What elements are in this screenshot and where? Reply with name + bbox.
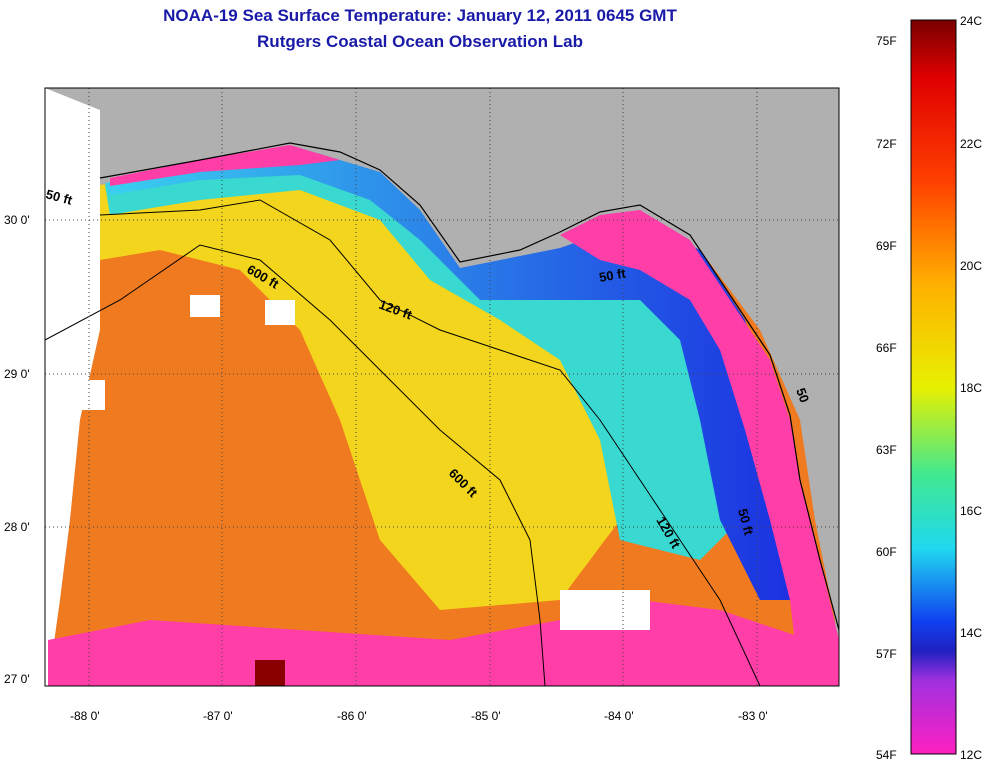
x-tick-label: -87 0' [203, 709, 233, 723]
map-subtitle: Rutgers Coastal Ocean Observation Lab [257, 32, 583, 51]
colorbar-f-label: 72F [876, 137, 897, 151]
contour-label: 50 ft [735, 507, 757, 537]
colorbar-c-label: 22C [960, 137, 983, 151]
grid-lines [45, 88, 839, 686]
colorbar-f-label: 57F [876, 647, 897, 661]
x-tick-label: -85 0' [471, 709, 501, 723]
cloud-patch [265, 300, 295, 325]
colorbar-c-label: 16C [960, 504, 983, 518]
map-title: NOAA-19 Sea Surface Temperature: January… [163, 6, 677, 25]
coastline [99, 142, 839, 631]
ocean-yellow [100, 150, 620, 610]
contour-label: 50 [793, 386, 812, 405]
contour-600ft [45, 244, 546, 686]
coastal-cold-strip [560, 210, 839, 686]
colorbar-c-label: 20C [960, 259, 983, 273]
colorbar-c-label: 18C [960, 381, 983, 395]
colorbar-f-label: 75F [876, 34, 897, 48]
contour-label: 50 ft [44, 186, 74, 208]
colorbar-c-label: 12C [960, 748, 983, 762]
y-tick-label: 30 0' [4, 213, 30, 227]
colorbar-f-label: 69F [876, 239, 897, 253]
y-tick-label: 29 0' [4, 367, 30, 381]
colorbar-c-label: 14C [960, 626, 983, 640]
coastal-cold-strip-north [110, 145, 340, 186]
cloud-patch [190, 295, 220, 317]
colorbar-f-label: 60F [876, 545, 897, 559]
x-tick-label: -88 0' [70, 709, 100, 723]
contour-120ft [99, 199, 761, 686]
colorbar-c-label: 24C [960, 14, 983, 28]
y-tick-label: 27 0' [4, 672, 30, 686]
colorbar-f-label: 66F [876, 341, 897, 355]
contour-label: 50 ft [598, 265, 628, 285]
x-tick-label: -86 0' [337, 709, 367, 723]
cloud-patch [560, 590, 650, 630]
map-frame [44, 87, 840, 687]
colorbar-f-label: 63F [876, 443, 897, 457]
colorbar-f-label: 54F [876, 748, 897, 762]
cloud-patch [80, 380, 105, 410]
warm-spot [255, 660, 285, 686]
x-tick-label: -84 0' [604, 709, 634, 723]
no-data-area [45, 88, 100, 686]
colorbar [910, 19, 957, 755]
x-tick-label: -83 0' [738, 709, 768, 723]
y-tick-label: 28 0' [4, 520, 30, 534]
